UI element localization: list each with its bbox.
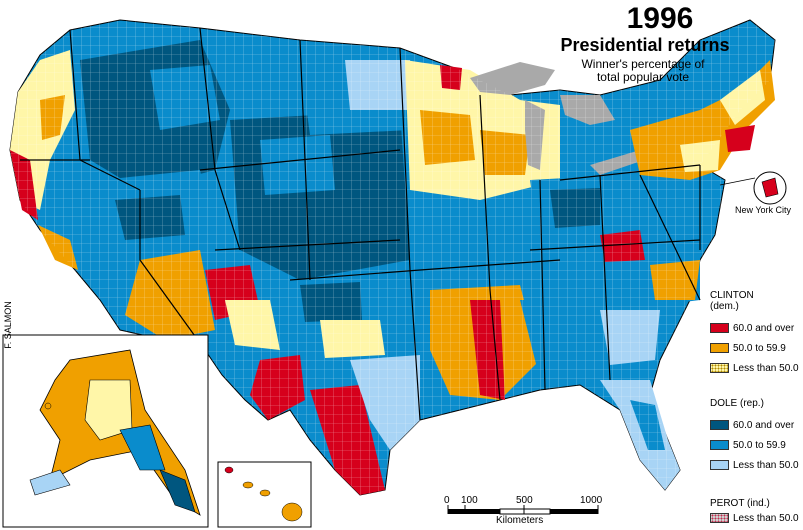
alaska-inset: [2, 334, 209, 528]
legend-dole-heading: DOLE (rep.): [710, 398, 764, 409]
legend-item: Less than 50.0: [710, 455, 799, 475]
title-main: Presidential returns: [560, 35, 730, 55]
legend-item: Less than 50.0: [710, 511, 799, 525]
legend-label: Less than 50.0: [733, 362, 799, 374]
legend-perot: PEROT (ind.) Less than 50.0: [710, 498, 799, 525]
legend-label: 60.0 and over: [733, 419, 795, 431]
legend-clinton-heading: CLINTON (dem.): [710, 290, 799, 312]
legend-item: 50.0 to 59.9: [710, 435, 799, 455]
legend-label: Less than 50.0: [733, 459, 799, 471]
swatch-red: [710, 323, 729, 333]
county-grid: [10, 20, 775, 495]
scale-unit: Kilometers: [496, 515, 544, 526]
swatch-grey: [710, 513, 729, 523]
state-borders: [20, 27, 701, 421]
legend-dole: DOLE (rep.) 60.0 and over 50.0 to 59.9 L…: [710, 398, 799, 475]
legend-clinton: CLINTON (dem.) 60.0 and over 50.0 to 59.…: [710, 290, 799, 378]
scale-tick-1000: 1000: [580, 495, 603, 506]
swatch-yellow: [710, 363, 729, 373]
scale-tick-500: 500: [516, 495, 533, 506]
scale-labels: 0 100 500 1000 Kilometers: [444, 495, 604, 526]
scale-bar: [447, 505, 599, 515]
swatch-dark-blue: [710, 420, 729, 430]
hawaii-inset: [217, 461, 312, 528]
legend-label: 50.0 to 59.9: [733, 439, 786, 451]
scale-tick-100: 100: [461, 495, 478, 506]
legend-item: Less than 50.0: [710, 358, 799, 378]
legend-clinton-name: CLINTON: [710, 290, 754, 301]
subtitle-line-2: total popular vote: [596, 70, 690, 84]
legend-label: 60.0 and over: [733, 322, 795, 334]
scale-tick-0: 0: [444, 495, 450, 506]
legend-item: 50.0 to 59.9: [710, 338, 799, 358]
legend-item: 60.0 and over: [710, 318, 799, 338]
swatch-light-blue: [710, 460, 729, 470]
title-subtitle: Winner's percentage of total popular vot…: [548, 58, 738, 84]
nyc-inset: [719, 171, 787, 205]
legend-label: Less than 50.0: [733, 512, 799, 524]
legend-clinton-party: (dem.): [710, 301, 739, 312]
legend-label: 50.0 to 59.9: [733, 342, 786, 354]
author-credit: F. SALMON: [3, 301, 13, 349]
title-year: 1996: [626, 2, 694, 35]
subtitle-line-1: Winner's percentage of: [581, 57, 705, 71]
legend-perot-heading: PEROT (ind.): [710, 498, 770, 509]
swatch-orange: [710, 343, 729, 353]
swatch-blue: [710, 440, 729, 450]
nyc-inset-label: New York City: [735, 205, 792, 215]
legend-item: 60.0 and over: [710, 415, 799, 435]
